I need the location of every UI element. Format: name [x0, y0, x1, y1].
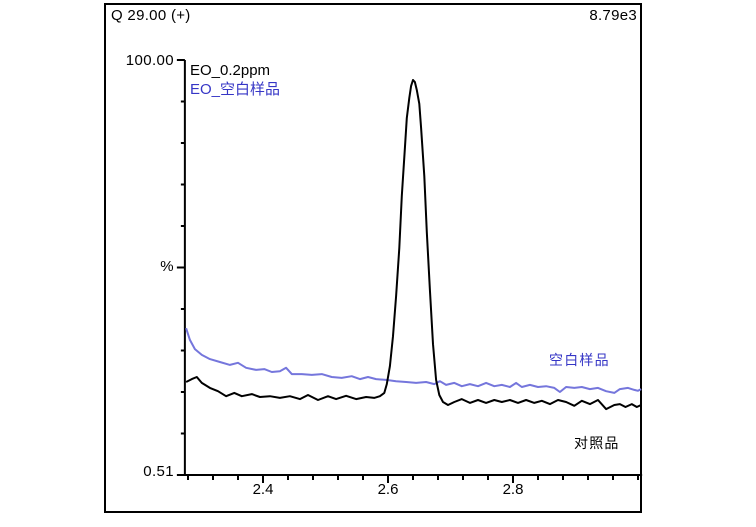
annotation-blank-sample: 空白样品	[549, 352, 610, 368]
y-axis-max-label: 100.00	[125, 52, 174, 69]
plot-frame	[104, 3, 642, 513]
y-ticks	[176, 59, 185, 476]
channel-label: Q 29.00 (+)	[111, 7, 191, 24]
trace-EO_0.2ppm	[185, 79, 642, 411]
x-tick-label-2-8: 2.8	[502, 481, 524, 498]
intensity-scale-value: 8.79e3	[589, 7, 637, 24]
legend-item-sample: EO_0.2ppm	[190, 62, 271, 79]
annotation-reference-sample: 对照品	[574, 435, 620, 451]
legend-item-blank: EO_空白样品	[190, 81, 281, 98]
x-tick-label-2-4: 2.4	[252, 481, 274, 498]
axes	[183, 60, 643, 476]
legend: EO_0.2ppm EO_空白样品	[190, 61, 280, 99]
trace-EO_空白样品	[185, 327, 642, 394]
y-axis-min-label: 0.51	[143, 463, 174, 480]
x-tick-label-2-6: 2.6	[377, 481, 399, 498]
x-ticks	[187, 476, 639, 483]
y-axis-unit-label: %	[160, 258, 174, 275]
